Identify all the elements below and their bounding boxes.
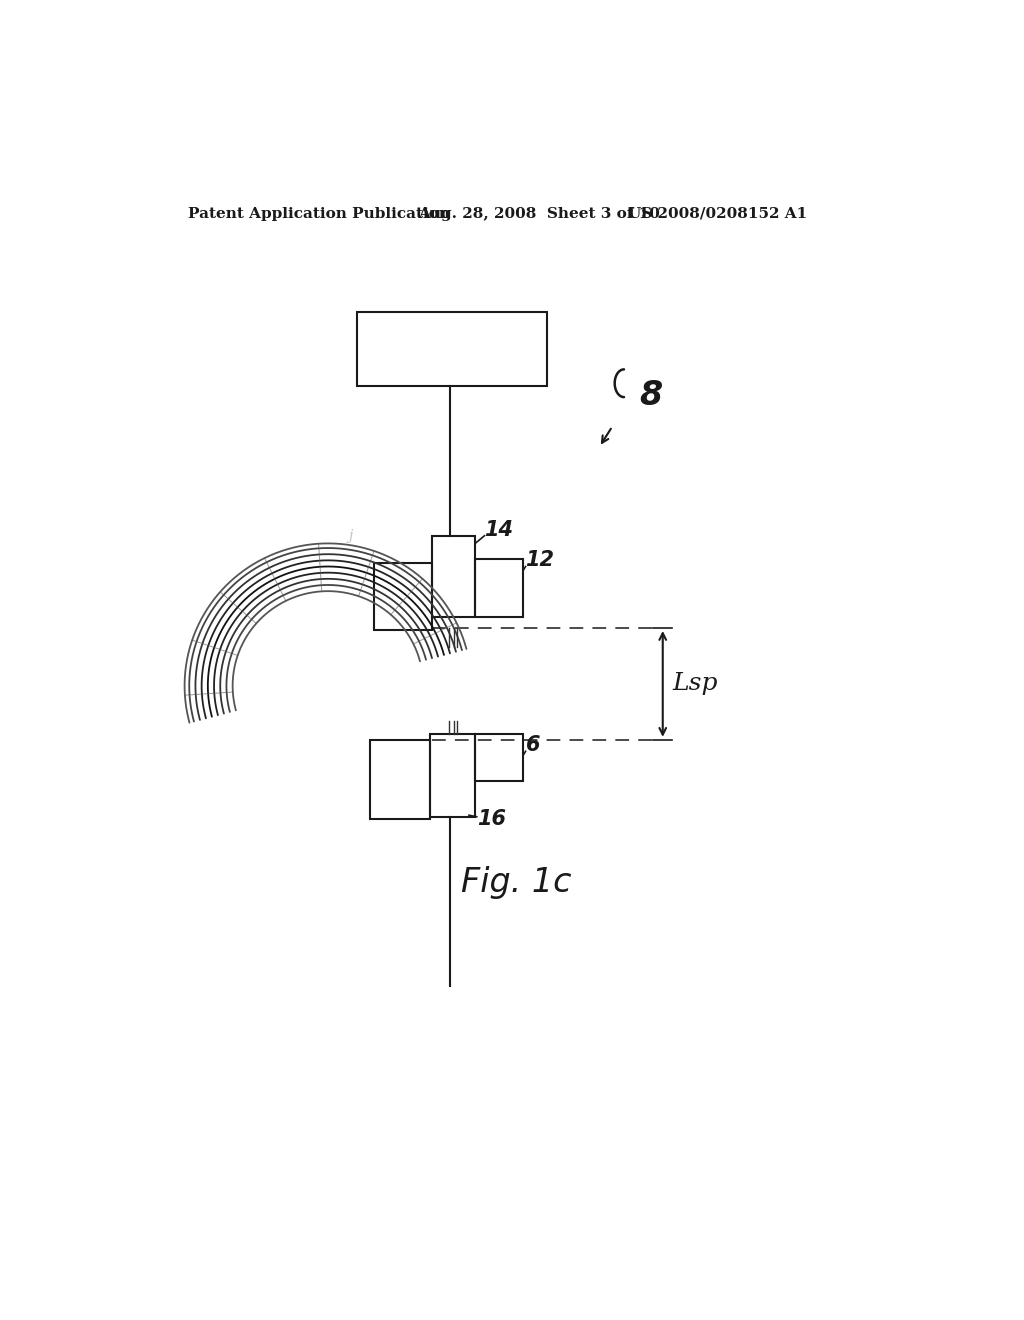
Bar: [430, 734, 475, 817]
Text: 14: 14: [484, 520, 513, 540]
Bar: [475, 558, 523, 616]
Text: 16: 16: [477, 809, 506, 829]
Bar: [432, 536, 475, 616]
Text: Lsp: Lsp: [673, 672, 718, 696]
Text: Patent Application Publication: Patent Application Publication: [188, 207, 451, 220]
Text: Fig. 1c: Fig. 1c: [461, 866, 571, 899]
Text: US 2008/0208152 A1: US 2008/0208152 A1: [628, 207, 807, 220]
Bar: [356, 313, 547, 385]
Text: j: j: [349, 529, 353, 543]
Text: Aug. 28, 2008  Sheet 3 of 10: Aug. 28, 2008 Sheet 3 of 10: [419, 207, 660, 220]
Text: 6: 6: [525, 735, 540, 755]
Text: 8: 8: [640, 379, 663, 412]
Text: 12: 12: [525, 550, 555, 570]
Bar: [475, 734, 523, 780]
Bar: [375, 562, 432, 630]
Bar: [370, 739, 430, 818]
